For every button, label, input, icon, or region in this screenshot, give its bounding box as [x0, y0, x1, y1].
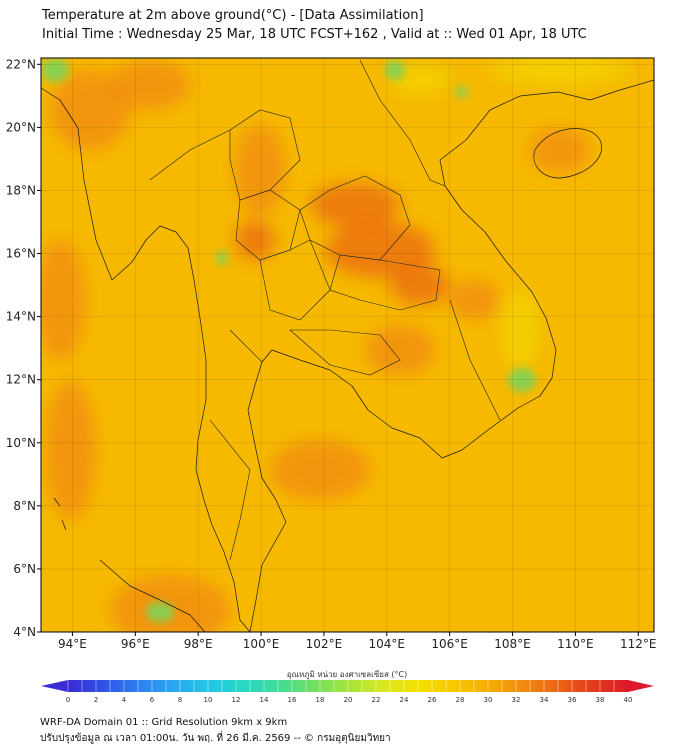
cool-spots	[41, 58, 536, 622]
lat-tick-label: 16°N	[6, 247, 36, 261]
lon-tick-labels: 94°E 96°E 98°E 100°E 102°E 104°E 106°E 108°E 110…	[58, 637, 657, 651]
lon-tick-label: 94°E	[58, 637, 87, 651]
colorbar-label: 22	[372, 696, 381, 704]
colorbar-label: 6	[150, 696, 155, 704]
lat-tick-label: 6°N	[13, 562, 36, 576]
axis-ticks	[37, 63, 639, 636]
colorbar-label: 28	[456, 696, 465, 704]
lat-tick-labels: 4°N 6°N 8°N 10°N 12°N 14°N 16°N 18°N 20°N 22°N	[6, 57, 36, 639]
colorbar-label: 40	[624, 696, 633, 704]
colorbar-label: 38	[596, 696, 605, 704]
colorbar-label: 20	[344, 696, 353, 704]
colorbar-label: 2	[94, 696, 98, 704]
colorbar-label: 24	[400, 696, 409, 704]
colorbar: 0 2 4 6 8 10 12 14 16 18 20 22 24 26 28 30 32 34 36 38 40	[41, 680, 654, 704]
colorbar-label: 18	[316, 696, 325, 704]
colorbar-divisions	[67, 680, 615, 692]
colorbar-label: 34	[540, 696, 549, 704]
colorbar-max-arrow	[628, 680, 654, 692]
field-blobs	[41, 58, 630, 632]
map-subtitle: Initial Time : Wednesday 25 Mar, 18 UTC …	[42, 27, 587, 42]
lat-tick-label: 18°N	[6, 183, 36, 197]
lat-tick-label: 22°N	[6, 57, 36, 71]
colorbar-label: 0	[66, 696, 70, 704]
colorbar-label: 12	[232, 696, 241, 704]
lat-tick-label: 4°N	[13, 625, 36, 639]
footer-update-info: ปรับปรุงข้อมูล ณ เวลา 01:00น. วัน พฤ. ที…	[40, 733, 391, 744]
colorbar-label: 26	[428, 696, 437, 704]
lat-tick-label: 10°N	[6, 436, 36, 450]
colorbar-label: 14	[260, 696, 269, 704]
colorbar-label: 16	[288, 696, 297, 704]
colorbar-label: 30	[484, 696, 493, 704]
lon-tick-label: 102°E	[306, 637, 343, 651]
colorbar-label: 4	[122, 696, 127, 704]
province-borders	[149, 59, 501, 561]
gridlines	[41, 58, 654, 633]
temperature-field	[41, 58, 654, 632]
colorbar-label: 32	[512, 696, 521, 704]
lat-tick-label: 8°N	[13, 499, 36, 513]
colorbar-labels: 0 2 4 6 8 10 12 14 16 18 20 22 24 26 28 30 32 34 36 38 40	[66, 696, 633, 704]
lon-tick-label: 108°E	[494, 637, 531, 651]
lon-tick-label: 110°E	[557, 637, 594, 651]
lon-tick-label: 96°E	[121, 637, 150, 651]
lon-tick-label: 104°E	[369, 637, 406, 651]
lon-tick-label: 98°E	[184, 637, 213, 651]
lat-tick-label: 12°N	[6, 373, 36, 387]
colorbar-title: อุณหภูมิ หน่วย องศาเซลเซียส (°C)	[287, 670, 408, 680]
footer-model-info: WRF-DA Domain 01 :: Grid Resolution 9km …	[40, 717, 288, 728]
colorbar-label: 36	[568, 696, 577, 704]
coastlines	[41, 79, 654, 632]
lon-tick-label: 106°E	[431, 637, 468, 651]
colorbar-min-arrow	[41, 680, 68, 692]
lat-tick-label: 20°N	[6, 120, 36, 134]
plot-frame	[40, 57, 655, 633]
lon-tick-label: 100°E	[243, 637, 280, 651]
lon-tick-label: 112°E	[620, 637, 657, 651]
lat-tick-label: 14°N	[6, 310, 36, 324]
colorbar-label: 10	[204, 696, 213, 704]
map-title: Temperature at 2m above ground(°C) - [Da…	[42, 8, 424, 23]
colorbar-label: 8	[178, 696, 182, 704]
